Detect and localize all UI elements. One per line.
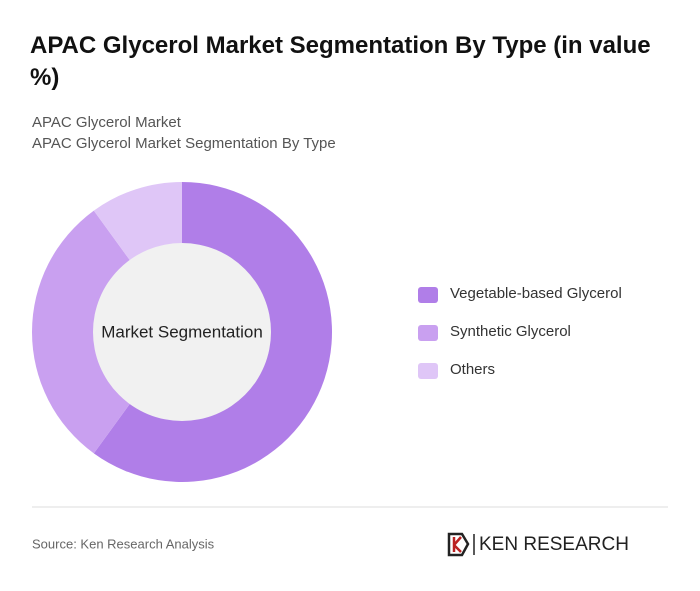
center-label: Market Segmentation [101, 322, 263, 341]
donut-hole [93, 243, 271, 421]
title-box: APAC Glycerol Market Segmentation By Typ… [30, 32, 651, 91]
subtitle: APAC Glycerol Market [32, 114, 182, 131]
legend-label: Vegetable-based Glycerol [450, 285, 622, 302]
chart-title: APAC Glycerol Market Segmentation By Typ… [30, 32, 651, 91]
legend-label: Others [450, 361, 495, 378]
legend-swatch [418, 325, 438, 341]
legend-swatch [418, 363, 438, 379]
legend-swatch [418, 287, 438, 303]
brand-logo [447, 532, 475, 557]
legend: Vegetable-based Glycerol Synthetic Glycer… [418, 285, 622, 379]
subtitle: APAC Glycerol Market Segmentation By Typ… [32, 135, 336, 152]
brand-name: KEN RESEARCH [479, 534, 629, 555]
legend-label: Synthetic Glycerol [450, 323, 571, 340]
source: Source: Ken Research Analysis [32, 536, 215, 551]
